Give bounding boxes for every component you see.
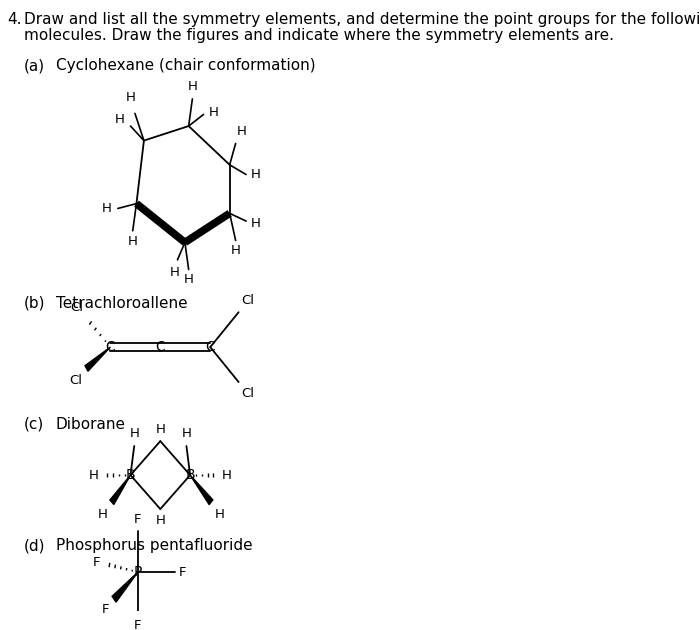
Polygon shape [112,572,138,602]
Polygon shape [85,347,111,371]
Text: F: F [93,556,101,569]
Text: 4.: 4. [8,11,22,26]
Text: Draw and list all the symmetry elements, and determine the point groups for the : Draw and list all the symmetry elements,… [24,11,700,26]
Text: H: H [155,514,165,527]
Text: (c): (c) [24,417,44,432]
Text: C: C [106,340,116,354]
Text: P: P [134,565,142,579]
Text: Cl: Cl [70,301,83,314]
Text: H: H [188,80,197,93]
Text: H: H [115,113,125,126]
Text: C: C [155,340,165,354]
Text: H: H [215,508,225,521]
Text: Tetrachloroallene: Tetrachloroallene [56,295,188,311]
Text: H: H [98,508,108,521]
Text: H: H [155,423,165,437]
Text: H: H [130,427,139,440]
Polygon shape [190,475,213,505]
Text: Cyclohexane (chair conformation): Cyclohexane (chair conformation) [56,58,316,73]
Text: (d): (d) [24,538,46,553]
Text: B: B [186,468,195,482]
Text: H: H [209,106,218,119]
Text: Cl: Cl [69,374,82,387]
Text: H: H [237,125,247,138]
Text: B: B [126,468,135,482]
Text: H: H [251,217,260,229]
Text: H: H [251,168,260,181]
Text: H: H [125,91,135,104]
Text: H: H [231,244,241,257]
Text: H: H [183,273,194,287]
Text: F: F [179,566,186,578]
Text: molecules. Draw the figures and indicate where the symmetry elements are.: molecules. Draw the figures and indicate… [24,28,614,43]
Text: H: H [169,266,179,278]
Text: Cl: Cl [241,294,254,307]
Text: (b): (b) [24,295,46,311]
Text: H: H [102,202,112,215]
Text: H: H [128,234,138,248]
Text: C: C [205,340,215,354]
Text: Diborane: Diborane [56,417,126,432]
Text: H: H [181,427,191,440]
Text: H: H [88,469,99,481]
Text: (a): (a) [24,58,45,73]
Text: H: H [222,469,232,481]
Text: Cl: Cl [241,387,254,400]
Text: F: F [102,603,110,616]
Polygon shape [110,475,130,505]
Text: Phosphorus pentafluoride: Phosphorus pentafluoride [56,538,253,553]
Text: F: F [134,513,141,525]
Text: F: F [134,619,141,630]
